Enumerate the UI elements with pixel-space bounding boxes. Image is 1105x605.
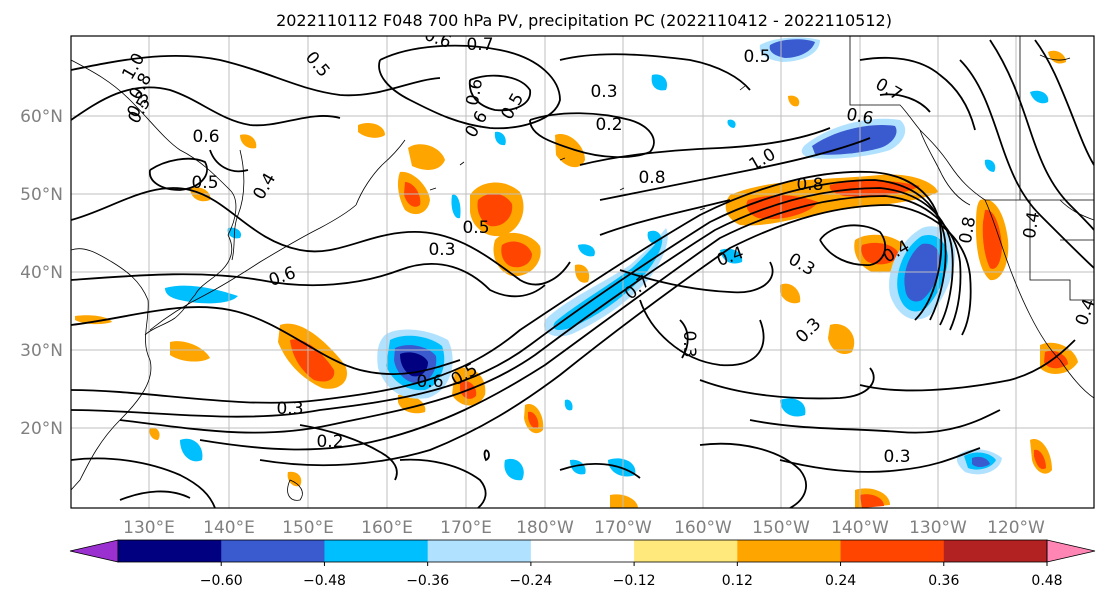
pv-contour-label: 0.3	[679, 330, 699, 357]
latitude-label: 20°N	[20, 419, 63, 439]
pv-contour-label: 0.6	[416, 372, 443, 392]
pv-contour-label: 0.4	[1072, 296, 1100, 328]
longitude-tick-labels: 130°E 140°E 150°E 160°E 170°E 180°W 170°W 160°W…	[123, 518, 1045, 538]
pv-contour-label: 0.2	[316, 432, 343, 452]
map-panel: 1.00.80.50.6 0.70.50.6 0.50.60.30.20.60.5 0…	[20, 35, 1100, 538]
colorbar-segment	[427, 540, 532, 562]
latitude-label: 60°N	[20, 107, 63, 127]
pv-contour-label: 0.6	[192, 127, 219, 147]
pv-contour-label: 0.3	[276, 399, 303, 419]
pv-contours	[71, 39, 1094, 508]
coastlines	[71, 36, 1094, 501]
figure-title: 2022110112 F048 700 hPa PV, precipitatio…	[276, 11, 892, 30]
map-gridlines	[71, 36, 1094, 508]
pv-contour-label: 0.5	[191, 173, 218, 193]
longitude-label: 150°W	[752, 518, 810, 538]
longitude-label: 130°E	[123, 518, 175, 538]
colorbar-segment	[737, 540, 842, 562]
colorbar-segment	[530, 540, 635, 562]
colorbar-tick-label: −0.12	[613, 573, 656, 589]
map-frame	[70, 35, 1095, 509]
latitude-tick-labels: 60°N 50°N 40°N 30°N 20°N	[20, 107, 63, 439]
pv-contour-label: 0.5	[462, 218, 489, 238]
longitude-label: 180°W	[516, 518, 574, 538]
latitude-label: 50°N	[20, 185, 63, 205]
colorbar-tick-label: 0.12	[722, 573, 753, 589]
pv-contour-label: 0.3	[883, 447, 910, 467]
colorbar-tick-label: −0.24	[509, 573, 552, 589]
longitude-label: 150°E	[282, 518, 334, 538]
pv-contour-label: 0.7	[466, 35, 493, 55]
pv-contour-label: 0.3	[428, 240, 455, 260]
longitude-label: 170°E	[440, 518, 492, 538]
pv-contour-label: 0.8	[796, 175, 823, 195]
colorbar-tick-label: 0.36	[928, 573, 959, 589]
precipitation-shading	[75, 37, 1078, 508]
colorbar-segment	[324, 540, 429, 562]
colorbar-min-arrow	[69, 539, 119, 563]
colorbar-segment	[118, 540, 222, 562]
longitude-label: 140°W	[831, 518, 889, 538]
latitude-label: 40°N	[20, 263, 63, 283]
colorbar-tick-label: −0.60	[200, 573, 243, 589]
precip-negative-patches	[165, 37, 1049, 481]
longitude-label: 120°W	[987, 518, 1045, 538]
colorbar-segments	[69, 539, 1096, 563]
pv-contour-label: 0.2	[595, 115, 622, 135]
pv-contour-label: 0.8	[638, 168, 665, 188]
colorbar-tick-label: 0.24	[825, 573, 856, 589]
longitude-label: 170°W	[594, 518, 652, 538]
colorbar-tick-label: −0.36	[406, 573, 449, 589]
pv-contour-label: 0.6	[845, 105, 875, 129]
colorbar-outline	[117, 539, 1048, 563]
colorbar: −0.60 −0.48 −0.36 −0.24 −0.12 0.12 0.24 0.36 0.4…	[69, 539, 1096, 589]
longitude-label: 160°W	[674, 518, 732, 538]
colorbar-segment	[634, 540, 738, 562]
colorbar-tick-label: 0.48	[1031, 573, 1062, 589]
colorbar-tick-labels: −0.60 −0.48 −0.36 −0.24 −0.12 0.12 0.24 0.36 0.4…	[200, 573, 1063, 589]
colorbar-tick-label: −0.48	[303, 573, 346, 589]
pv-contour-label: 0.4	[1020, 210, 1044, 240]
latitude-label: 30°N	[20, 341, 63, 361]
pv-contour-label: 0.6	[463, 77, 487, 107]
pv-contour-label: 0.3	[590, 82, 617, 102]
colorbar-tick-marks	[220, 562, 1048, 566]
colorbar-segment	[840, 540, 945, 562]
colorbar-segment	[221, 540, 325, 562]
colorbar-max-arrow	[1046, 539, 1096, 563]
pv-contour-label: 0.5	[743, 47, 770, 67]
pv-contour-label: 0.8	[956, 215, 980, 245]
longitude-label: 160°E	[361, 518, 413, 538]
longitude-label: 140°E	[203, 518, 255, 538]
colorbar-segment	[943, 540, 1048, 562]
longitude-label: 130°W	[909, 518, 967, 538]
